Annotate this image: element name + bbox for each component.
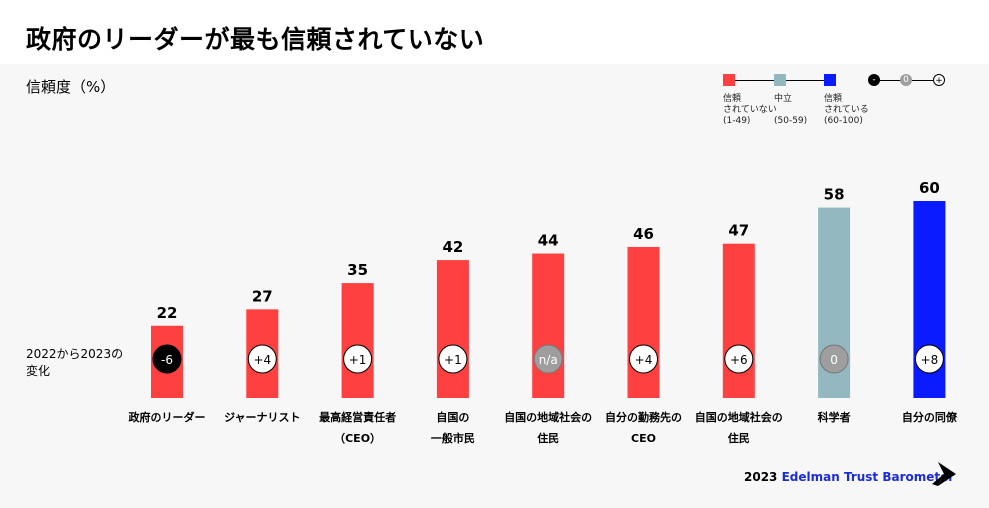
change-value: +4 bbox=[635, 353, 653, 367]
category-label: CEO bbox=[631, 432, 656, 445]
data-label: 60 bbox=[919, 179, 940, 197]
change-badge bbox=[724, 344, 754, 374]
bar bbox=[436, 260, 469, 398]
change-value: 0 bbox=[830, 353, 838, 367]
change-value: +1 bbox=[349, 353, 367, 367]
data-label: 44 bbox=[538, 232, 559, 250]
data-label: 42 bbox=[442, 238, 463, 256]
category-label: 自国の地域社会の bbox=[504, 410, 592, 424]
category-label: 科学者 bbox=[818, 410, 851, 424]
change-value: +1 bbox=[444, 353, 462, 367]
change-badge bbox=[629, 344, 658, 374]
change-badge bbox=[819, 344, 849, 374]
legend: 信頼 されていない (1-49) 中立 (50-59) 信頼 されている (60-100… bbox=[720, 72, 980, 132]
category-label: 住民 bbox=[728, 431, 750, 445]
bar bbox=[532, 253, 565, 398]
footer-brand: 2023 Edelman Trust Barometer bbox=[744, 470, 955, 484]
category-label: 最高経営責任者 bbox=[319, 410, 396, 424]
category-label: 政府のリーダー bbox=[129, 410, 206, 424]
bar bbox=[341, 283, 374, 398]
data-label: 35 bbox=[347, 261, 368, 279]
change-key-plus: + bbox=[933, 74, 945, 86]
change-key-zero: 0 bbox=[900, 74, 912, 86]
change-value: +6 bbox=[730, 353, 748, 367]
edelman-arrow-icon bbox=[932, 462, 956, 486]
data-label: 47 bbox=[728, 222, 749, 240]
change-value: +4 bbox=[253, 353, 271, 367]
category-label: （CEO） bbox=[334, 432, 381, 445]
data-label: 27 bbox=[252, 287, 273, 305]
bar bbox=[627, 246, 660, 398]
change-value: -6 bbox=[161, 353, 173, 367]
data-label: 22 bbox=[157, 304, 178, 322]
change-badge bbox=[438, 344, 468, 374]
data-label: 58 bbox=[824, 186, 845, 204]
category-label: 住民 bbox=[537, 431, 559, 445]
category-label: ジャーナリスト bbox=[224, 411, 300, 424]
legend-label-neutral: 中立 (50-59) bbox=[774, 94, 808, 126]
change-row-label: 2022から2023の 変化 bbox=[26, 347, 124, 378]
page-title: 政府のリーダーが最も信頼されていない bbox=[26, 25, 485, 54]
change-value: n/a bbox=[539, 353, 558, 367]
legend-swatch-distrusted bbox=[723, 74, 735, 86]
legend-label-trusted: 信頼 されている (60-100) bbox=[824, 94, 869, 126]
category-label: 自国の bbox=[436, 410, 469, 424]
category-label: 自分の勤務先の bbox=[605, 410, 682, 424]
change-key-minus: - bbox=[868, 74, 880, 86]
legend-label-distrusted: 信頼 されていない (1-49) bbox=[723, 94, 777, 126]
change-badge bbox=[914, 344, 944, 374]
change-value: +8 bbox=[921, 353, 939, 367]
legend-swatch-trusted bbox=[824, 74, 836, 86]
bar bbox=[722, 243, 755, 398]
change-badge bbox=[343, 344, 373, 374]
category-label: 自国の地域社会の bbox=[695, 410, 783, 424]
legend-swatch-neutral bbox=[774, 74, 786, 86]
data-label: 46 bbox=[633, 225, 654, 243]
change-badge bbox=[152, 344, 182, 374]
y-axis-label: 信頼度（%） bbox=[26, 78, 116, 96]
category-label: 一般市民 bbox=[431, 431, 475, 445]
category-label: 自分の同僚 bbox=[902, 410, 958, 424]
change-badge bbox=[247, 344, 277, 374]
change-badge bbox=[533, 344, 563, 374]
